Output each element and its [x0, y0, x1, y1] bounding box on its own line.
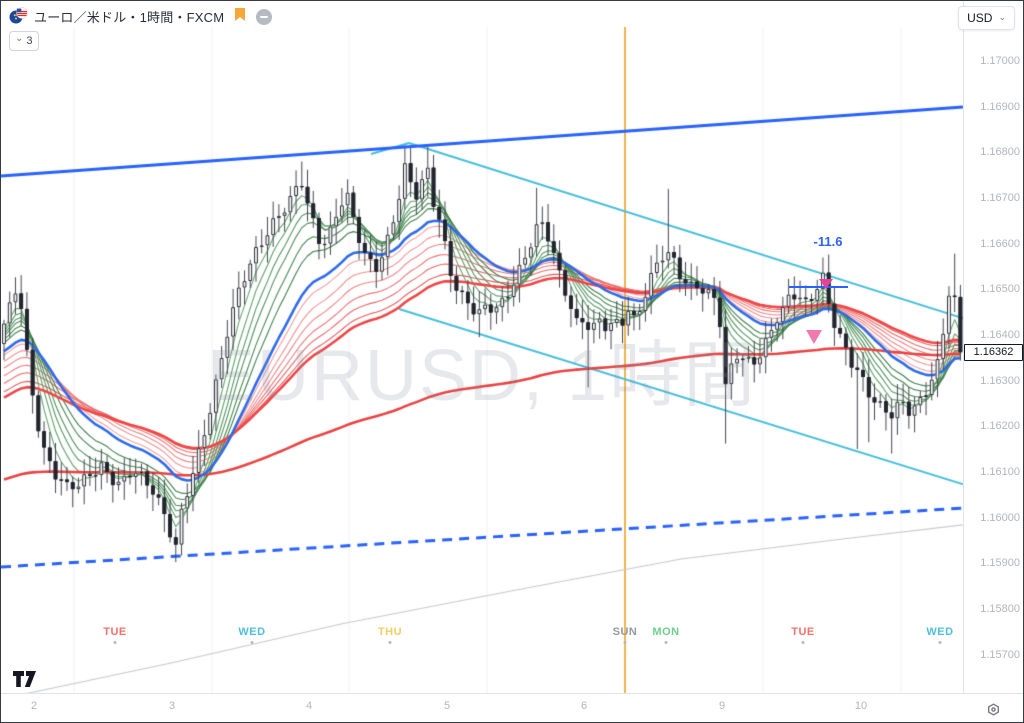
- price-axis-label: 1.16900: [980, 100, 1020, 113]
- time-axis-label: 3: [168, 700, 176, 712]
- indicators-collapse-chip[interactable]: ⌄ 3: [9, 31, 39, 51]
- time-axis-label: 6: [580, 700, 588, 712]
- minus-icon: [260, 15, 269, 18]
- price-axis-label: 1.16100: [980, 465, 1020, 478]
- price-axis-label: 1.15700: [980, 648, 1020, 661]
- time-axis-label: 9: [718, 700, 726, 712]
- price-axis-label: 1.15900: [980, 557, 1020, 570]
- day-dot: [388, 641, 392, 644]
- day-label: TUE: [103, 626, 127, 638]
- time-axis[interactable]: 2 3 4 5 6 9 10: [1, 693, 1023, 722]
- settings-gear-icon[interactable]: [985, 702, 1002, 722]
- tradingview-logo[interactable]: [13, 671, 37, 689]
- price-axis-label: 1.16300: [980, 374, 1020, 387]
- currency-label: USD: [967, 11, 993, 25]
- price-axis-label: 1.16700: [980, 191, 1020, 204]
- price-axis-label: 1.16800: [980, 146, 1020, 159]
- day-label: TUE: [791, 626, 815, 638]
- price-axis-label: 1.16500: [980, 283, 1020, 296]
- symbol-header: ユーロ／米ドル・1時間・FXCM: [9, 7, 273, 26]
- currency-dropdown[interactable]: USD ⌄: [958, 6, 1015, 30]
- day-label: THU: [377, 626, 403, 638]
- price-axis-label: 1.16000: [980, 511, 1020, 524]
- measure-line: [789, 286, 848, 288]
- day-dot: [250, 641, 254, 644]
- time-axis-label: 5: [443, 700, 451, 712]
- sell-arrow-icon[interactable]: [806, 330, 822, 344]
- chevron-down-icon: ⌄: [15, 33, 24, 44]
- hide-indicator-button[interactable]: [256, 8, 273, 25]
- day-label: MON: [652, 626, 680, 638]
- price-axis-label: 1.16400: [980, 328, 1020, 341]
- day-dot: [801, 641, 805, 644]
- last-price-badge: 1.16362: [964, 344, 1023, 362]
- sell-entry-marker-icon[interactable]: [819, 279, 833, 289]
- price-axis-label: 1.16200: [980, 420, 1020, 433]
- currency-pair-icon: [9, 7, 28, 26]
- price-axis-label: 1.16600: [980, 237, 1020, 250]
- time-axis-label: 4: [305, 700, 313, 712]
- chevron-down-icon: ⌄: [998, 11, 1006, 22]
- symbol-title[interactable]: ユーロ／米ドル・1時間・FXCM: [34, 10, 225, 25]
- indicator-count: 3: [26, 35, 33, 47]
- day-dot: [938, 641, 942, 644]
- time-axis-label: 10: [854, 700, 868, 712]
- day-label: WED: [238, 626, 266, 638]
- time-axis-label: 2: [30, 700, 38, 712]
- day-dot: [623, 641, 627, 644]
- day-label: WED: [926, 626, 954, 638]
- price-axis-label: 1.15800: [980, 602, 1020, 615]
- flag-icon[interactable]: [234, 7, 246, 26]
- day-dot: [664, 641, 668, 644]
- price-change-annotation[interactable]: -11.6: [813, 234, 843, 249]
- day-label: SUN: [612, 626, 638, 638]
- price-axis-label: 1.17000: [980, 55, 1020, 67]
- day-dot: [113, 641, 117, 644]
